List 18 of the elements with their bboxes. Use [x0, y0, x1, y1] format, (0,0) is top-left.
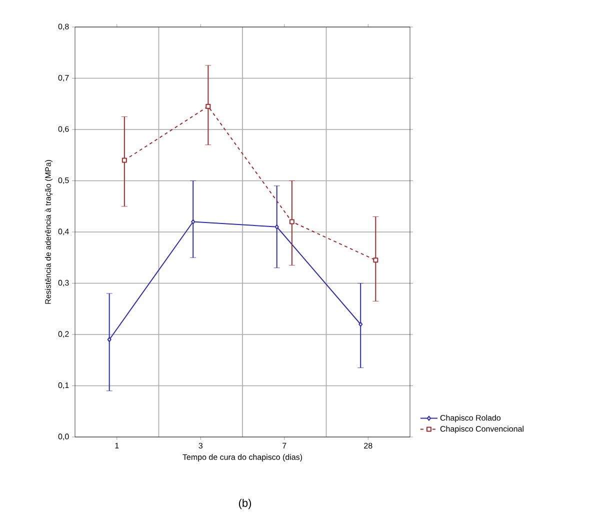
x-axis-title: Tempo de cura do chapisco (dias) [182, 454, 302, 462]
y-tick-label: 0,4 [58, 228, 69, 236]
legend-label: Chapisco Rolado [440, 414, 501, 422]
y-tick-label: 0,8 [58, 24, 69, 30]
y-tick-label: 0,5 [58, 177, 69, 184]
x-tick-label: 3 [198, 442, 202, 449]
y-tick-label: 0,2 [58, 331, 69, 338]
text: (b) [238, 498, 252, 510]
legend-label: Chapisco Convencional [440, 426, 524, 434]
y-tick-label: 0,6 [58, 126, 69, 133]
x-tick-label: 7 [282, 442, 286, 448]
x-tick-label: 1 [115, 442, 119, 448]
y-tick-label: 0,1 [58, 382, 69, 390]
x-tick-label: 28 [364, 442, 372, 449]
y-tick-label: 0,0 [58, 434, 69, 440]
y-axis-title: Resistência de aderência à tração (MPa) [44, 160, 52, 304]
y-tick-label: 0,3 [58, 280, 69, 287]
y-tick-label: 0,7 [58, 74, 69, 82]
